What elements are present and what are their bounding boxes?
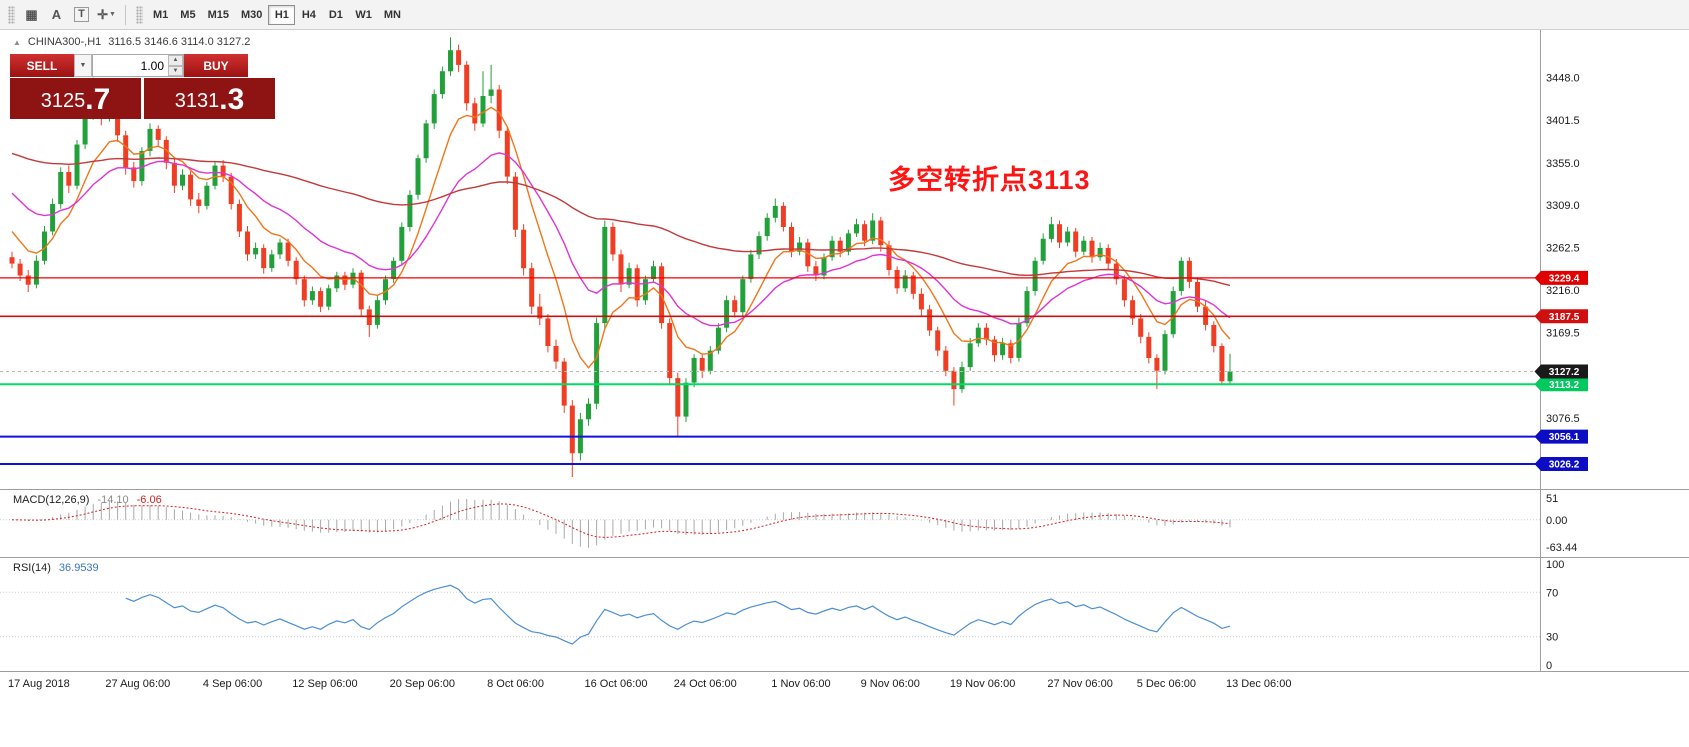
svg-text:0: 0: [1546, 660, 1552, 672]
svg-text:4 Sep 06:00: 4 Sep 06:00: [203, 678, 262, 690]
buy-button[interactable]: BUY: [184, 54, 248, 77]
sell-price-pips: .7: [85, 83, 111, 116]
macd-signal-value: -6.06: [136, 494, 162, 506]
timeframe-m30-button[interactable]: M30: [240, 8, 263, 21]
svg-text:5 Dec 06:00: 5 Dec 06:00: [1137, 678, 1196, 690]
text-frame-icon[interactable]: T: [69, 4, 94, 26]
macd-label: MACD(12,26,9) -14.10 -6.06: [13, 494, 162, 506]
svg-text:27 Nov 06:00: 27 Nov 06:00: [1047, 678, 1112, 690]
price-badge: [1534, 270, 1588, 285]
timeframe-h1-button[interactable]: H1: [268, 4, 296, 25]
svg-text:1 Nov 06:00: 1 Nov 06:00: [771, 678, 830, 690]
timeframe-m5-button[interactable]: M5: [180, 8, 196, 21]
collapse-triangle-icon[interactable]: ▲: [13, 37, 21, 47]
volume-down-button[interactable]: ▼: [168, 65, 183, 76]
toolbar-drag-handle[interactable]: [8, 5, 15, 24]
svg-text:3026.2: 3026.2: [1549, 460, 1580, 471]
volume-input[interactable]: [93, 55, 183, 76]
indicators-grid-icon[interactable]: ▦: [25, 6, 38, 22]
svg-text:3448.0: 3448.0: [1546, 73, 1580, 85]
svg-text:100: 100: [1546, 559, 1564, 571]
macd-name: MACD(12,26,9): [13, 494, 90, 506]
svg-text:3262.5: 3262.5: [1546, 243, 1580, 255]
svg-text:24 Oct 06:00: 24 Oct 06:00: [674, 678, 737, 690]
svg-text:20 Sep 06:00: 20 Sep 06:00: [390, 678, 455, 690]
svg-text:13 Dec 06:00: 13 Dec 06:00: [1226, 678, 1291, 690]
timeframe-m1-button[interactable]: M1: [153, 8, 169, 21]
sell-price-main: 3125: [40, 90, 86, 112]
volume-stepper: ▲ ▼: [168, 55, 183, 76]
svg-text:0.00: 0.00: [1546, 515, 1567, 527]
svg-text:9 Nov 06:00: 9 Nov 06:00: [861, 678, 920, 690]
svg-text:-63.44: -63.44: [1546, 542, 1577, 554]
svg-text:8 Oct 06:00: 8 Oct 06:00: [487, 678, 544, 690]
trade-options-caret-icon[interactable]: ▼: [74, 54, 92, 77]
svg-text:3056.1: 3056.1: [1549, 432, 1580, 443]
top-toolbar: ▦ A T ✛ ▼ M1 M5 M15 M30 H1 H4 D1 W1 MN: [0, 0, 1689, 30]
toolbar-separator: [125, 4, 126, 25]
cursor-tool-icon[interactable]: ✛ ▼: [97, 6, 116, 22]
sell-button[interactable]: SELL: [10, 54, 74, 77]
buy-price-main: 3131: [174, 90, 220, 112]
svg-text:51: 51: [1546, 493, 1558, 505]
chart-title-bar: ▲ CHINA300-,H1 3116.5 3146.6 3114.0 3127…: [13, 36, 250, 48]
svg-text:17 Aug 2018: 17 Aug 2018: [8, 678, 70, 690]
buy-price-display[interactable]: 3131 .3: [144, 78, 275, 119]
svg-text:3127.2: 3127.2: [1549, 367, 1580, 378]
svg-text:3355.0: 3355.0: [1546, 158, 1580, 170]
svg-text:19 Nov 06:00: 19 Nov 06:00: [950, 678, 1015, 690]
price-chart-canvas[interactable]: 3448.0 3401.5 3355.0 3309.0 3262.5 3216.0 3169…: [0, 30, 1689, 747]
price-badge: [1534, 364, 1588, 379]
price-badge: [1534, 309, 1588, 324]
svg-text:30: 30: [1546, 632, 1558, 644]
macd-value: -14.10: [97, 494, 129, 506]
svg-text:16 Oct 06:00: 16 Oct 06:00: [585, 678, 648, 690]
timeframe-h4-button[interactable]: H4: [301, 8, 316, 21]
timeframe-m15-button[interactable]: M15: [207, 8, 229, 21]
timeframe-drag-handle[interactable]: [136, 5, 143, 24]
price-badge: [1534, 429, 1588, 444]
svg-text:3113.2: 3113.2: [1549, 380, 1579, 391]
chart-annotation: 多空转折点3113: [888, 165, 1091, 195]
one-click-trading-panel: SELL ▼ ▲ ▼ BUY 3125 .7 3131 .3: [10, 54, 275, 119]
rsi-label: RSI(14) 36.9539: [13, 562, 99, 574]
price-badge: [1534, 377, 1588, 392]
svg-text:12 Sep 06:00: 12 Sep 06:00: [292, 678, 357, 690]
rsi-value: 36.9539: [58, 562, 99, 574]
volume-up-button[interactable]: ▲: [168, 55, 183, 66]
volume-field: ▲ ▼: [92, 54, 184, 77]
svg-text:3216.0: 3216.0: [1546, 285, 1580, 297]
svg-text:27 Aug 06:00: 27 Aug 06:00: [105, 678, 170, 690]
svg-text:3309.0: 3309.0: [1546, 200, 1580, 212]
buy-price-pips: .3: [219, 83, 245, 116]
symbol-label: CHINA300-,H1: [27, 36, 102, 48]
timeframe-toolbar: M1 M5 M15 M30 H1 H4 D1 W1 MN: [147, 4, 407, 25]
chart-window[interactable]: 3448.0 3401.5 3355.0 3309.0 3262.5 3216.0 3169…: [0, 30, 1689, 747]
price-badge: [1534, 457, 1588, 471]
ohlc-label: 3116.5 3146.6 3114.0 3127.2: [108, 36, 251, 48]
svg-text:3229.4: 3229.4: [1549, 273, 1580, 284]
svg-text:3187.5: 3187.5: [1549, 312, 1580, 323]
drawing-tools-group: ▦ A T ✛ ▼: [19, 4, 119, 26]
rsi-name: RSI(14): [13, 562, 51, 574]
svg-text:70: 70: [1546, 587, 1558, 599]
timeframe-mn-button[interactable]: MN: [383, 8, 401, 21]
sell-price-display[interactable]: 3125 .7: [10, 78, 141, 119]
annotation-a-icon[interactable]: A: [51, 6, 62, 22]
timeframe-w1-button[interactable]: W1: [355, 8, 372, 21]
timeframe-d1-button[interactable]: D1: [328, 8, 343, 21]
svg-text:3076.5: 3076.5: [1546, 413, 1580, 425]
dropdown-caret-icon: ▼: [108, 11, 116, 18]
svg-text:3401.5: 3401.5: [1546, 115, 1580, 127]
svg-text:3169.5: 3169.5: [1546, 328, 1580, 340]
